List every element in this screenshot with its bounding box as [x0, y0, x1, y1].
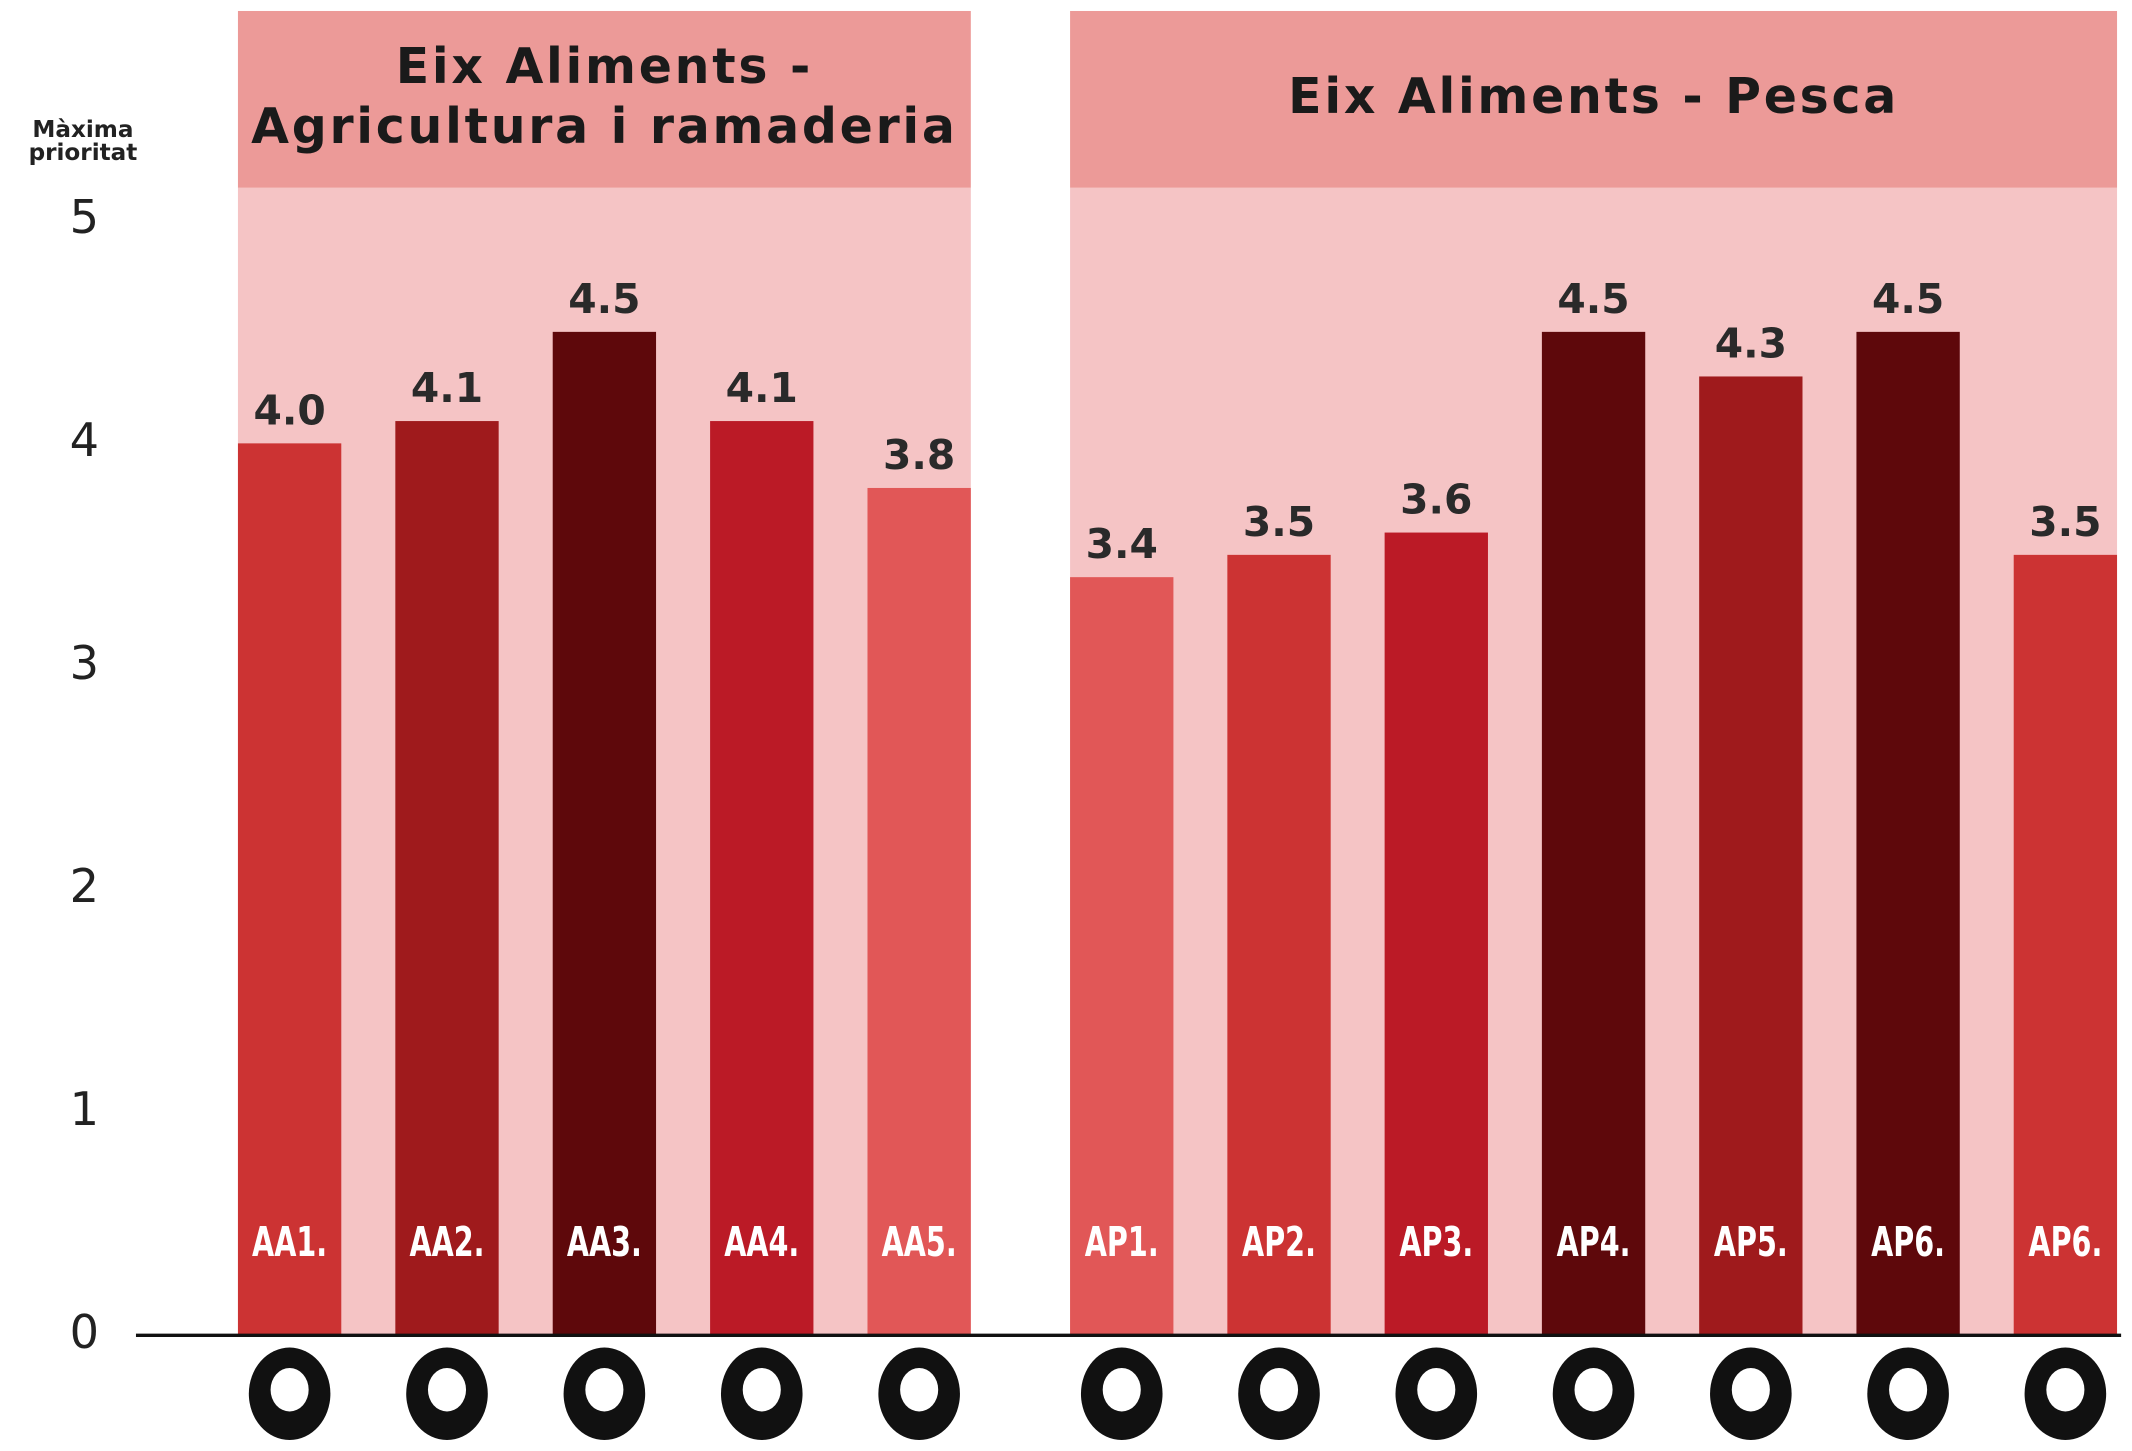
value-label: 3.4 [1086, 520, 1158, 568]
icon-detail [1889, 1367, 1928, 1412]
icon-detail [900, 1367, 939, 1412]
category-label: AP1. [1085, 1218, 1159, 1266]
category-label: AA5. [882, 1218, 957, 1266]
bar [867, 487, 971, 1336]
bar [710, 421, 814, 1336]
y-axis-label: prioritat [29, 140, 138, 166]
value-label: 3.8 [883, 431, 955, 479]
bar [2013, 554, 2118, 1336]
icon-detail [585, 1367, 624, 1412]
icon-detail [1102, 1367, 1141, 1412]
category-label: AP3. [1399, 1218, 1473, 1266]
category-label: AA3. [567, 1218, 642, 1266]
bar [1227, 554, 1331, 1336]
panel-title: Eix Aliments - [396, 38, 813, 95]
value-label: 3.5 [1243, 498, 1315, 546]
value-label: 3.5 [2029, 498, 2101, 546]
icon-detail [1417, 1367, 1456, 1412]
value-label: 4.5 [1557, 275, 1629, 323]
bar [1541, 331, 1646, 1336]
icon-detail [270, 1367, 309, 1412]
y-tick-label: 4 [70, 413, 99, 467]
bar [552, 331, 657, 1336]
y-tick-label: 5 [70, 190, 99, 244]
y-tick-label: 0 [70, 1305, 99, 1359]
value-label: 4.1 [726, 364, 798, 412]
value-label: 4.5 [568, 275, 640, 323]
value-label: 4.5 [1872, 275, 1944, 323]
value-label: 3.6 [1400, 476, 1472, 524]
category-label: AP4. [1557, 1218, 1631, 1266]
category-label: AA1. [252, 1218, 327, 1266]
category-label: AA4. [724, 1218, 799, 1266]
bar [1070, 577, 1174, 1336]
category-label: AP6. [2028, 1218, 2102, 1266]
icon-detail [427, 1367, 467, 1412]
bar [237, 443, 342, 1336]
y-tick-label: 1 [70, 1082, 99, 1136]
y-tick-label: 2 [70, 859, 99, 913]
bar [1384, 532, 1488, 1336]
value-label: 4.0 [253, 386, 325, 434]
category-label: AP5. [1714, 1218, 1788, 1266]
icon-detail [1259, 1367, 1299, 1412]
value-label: 4.1 [411, 364, 483, 412]
icon-detail [1731, 1367, 1770, 1412]
category-label: AA2. [409, 1218, 484, 1266]
category-label: AP6. [1871, 1218, 1945, 1266]
bar [1856, 331, 1960, 1336]
icon-detail [1574, 1367, 1613, 1412]
panel-title: Eix Aliments - Pesca [1288, 68, 1899, 125]
panel-header [237, 10, 971, 188]
icon-detail [2046, 1367, 2085, 1412]
panel-header [1070, 10, 2118, 188]
icon-detail [742, 1367, 781, 1412]
bar [1699, 376, 1803, 1336]
value-label: 4.3 [1715, 320, 1787, 368]
y-axis-label: Màxima [32, 117, 133, 143]
bar [395, 421, 499, 1336]
category-label: AP2. [1242, 1218, 1316, 1266]
y-tick-label: 3 [70, 636, 99, 690]
panel-title: Agricultura i ramaderia [251, 98, 958, 155]
